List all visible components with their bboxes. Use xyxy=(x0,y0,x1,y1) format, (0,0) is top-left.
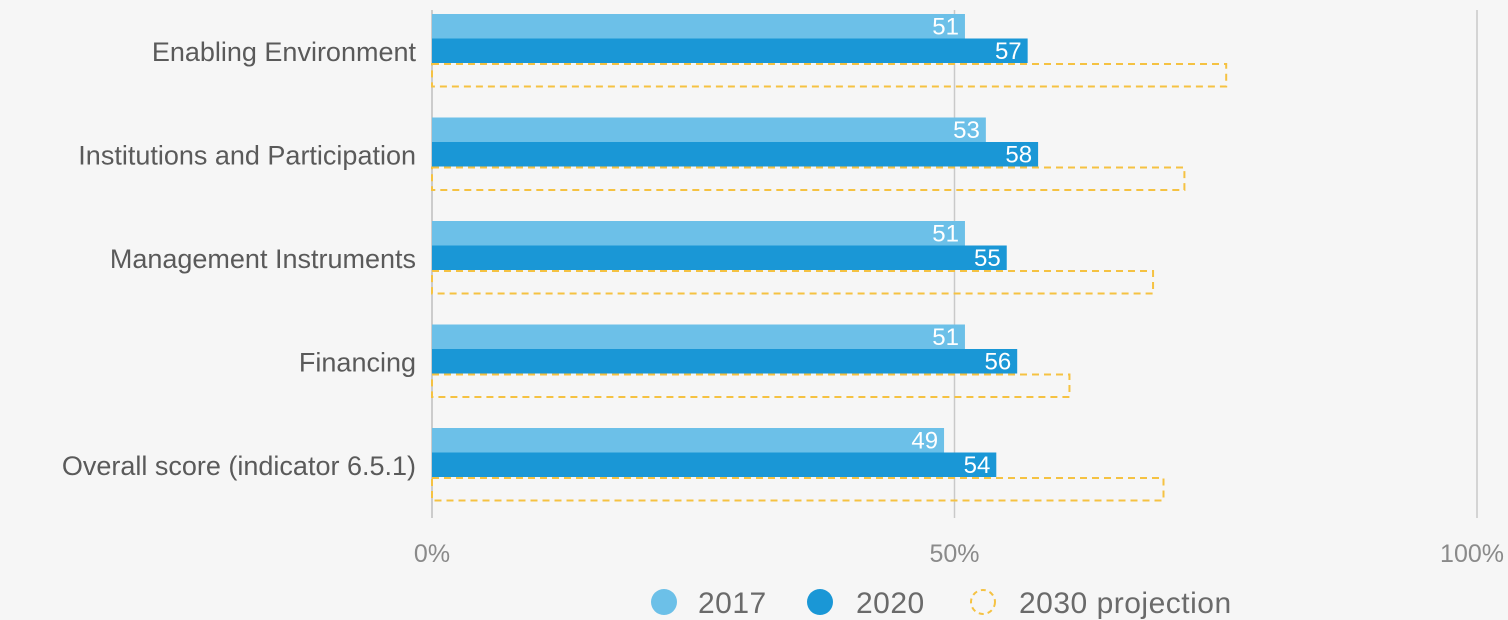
bar-2017 xyxy=(432,221,965,246)
bar-2020 xyxy=(432,452,997,477)
category-label: Financing xyxy=(299,347,416,377)
data-label-2020: 54 xyxy=(964,452,991,479)
legend-label: 2017 xyxy=(698,587,767,620)
data-label-2020: 56 xyxy=(984,348,1011,375)
legend: 2017 2020 2030 projection xyxy=(651,587,1232,620)
legend-swatch-2017 xyxy=(651,589,677,615)
bar-2017 xyxy=(432,117,986,142)
bar-2020 xyxy=(432,142,1039,167)
data-label-2017: 51 xyxy=(932,13,959,40)
category-label: Overall score (indicator 6.5.1) xyxy=(62,451,416,481)
data-label-2017: 53 xyxy=(953,117,980,144)
bar-2017 xyxy=(432,324,965,349)
bar-2017 xyxy=(432,428,945,453)
legend-label: 2030 projection xyxy=(1019,587,1232,620)
bars: 51 57 53 58 51 55 51 56 49 54 xyxy=(431,13,1228,502)
x-tick-label: 50% xyxy=(929,540,979,568)
data-label-2017: 51 xyxy=(932,220,959,247)
x-tick-label: 0% xyxy=(414,540,450,568)
category-label: Management Instruments xyxy=(110,244,416,274)
bar-2020 xyxy=(432,245,1007,270)
category-label: Enabling Environment xyxy=(152,37,417,67)
data-label-2017: 51 xyxy=(932,324,959,351)
x-tick-label: 100% xyxy=(1440,540,1504,568)
bar-2020 xyxy=(432,349,1018,374)
category-label: Institutions and Participation xyxy=(78,140,416,170)
bar-2030-projection xyxy=(431,477,1165,502)
x-axis-ticks: 0% 50% 100% xyxy=(414,540,1504,568)
legend-label: 2020 xyxy=(856,587,925,620)
bar-2017 xyxy=(432,14,965,39)
category-labels: Enabling Environment Institutions and Par… xyxy=(62,37,417,481)
data-label-2020: 55 xyxy=(974,245,1001,272)
legend-swatch-2020 xyxy=(807,589,833,615)
data-label-2017: 49 xyxy=(911,427,938,454)
legend-swatch-2030-projection xyxy=(970,589,996,615)
bar-2030-projection xyxy=(431,373,1071,398)
bar-2030-projection xyxy=(431,270,1155,295)
bar-2020 xyxy=(432,38,1028,63)
data-label-2020: 58 xyxy=(1005,141,1032,168)
bar-2030-projection xyxy=(431,63,1228,88)
bar-2030-projection xyxy=(431,166,1186,191)
data-label-2020: 57 xyxy=(995,38,1022,65)
